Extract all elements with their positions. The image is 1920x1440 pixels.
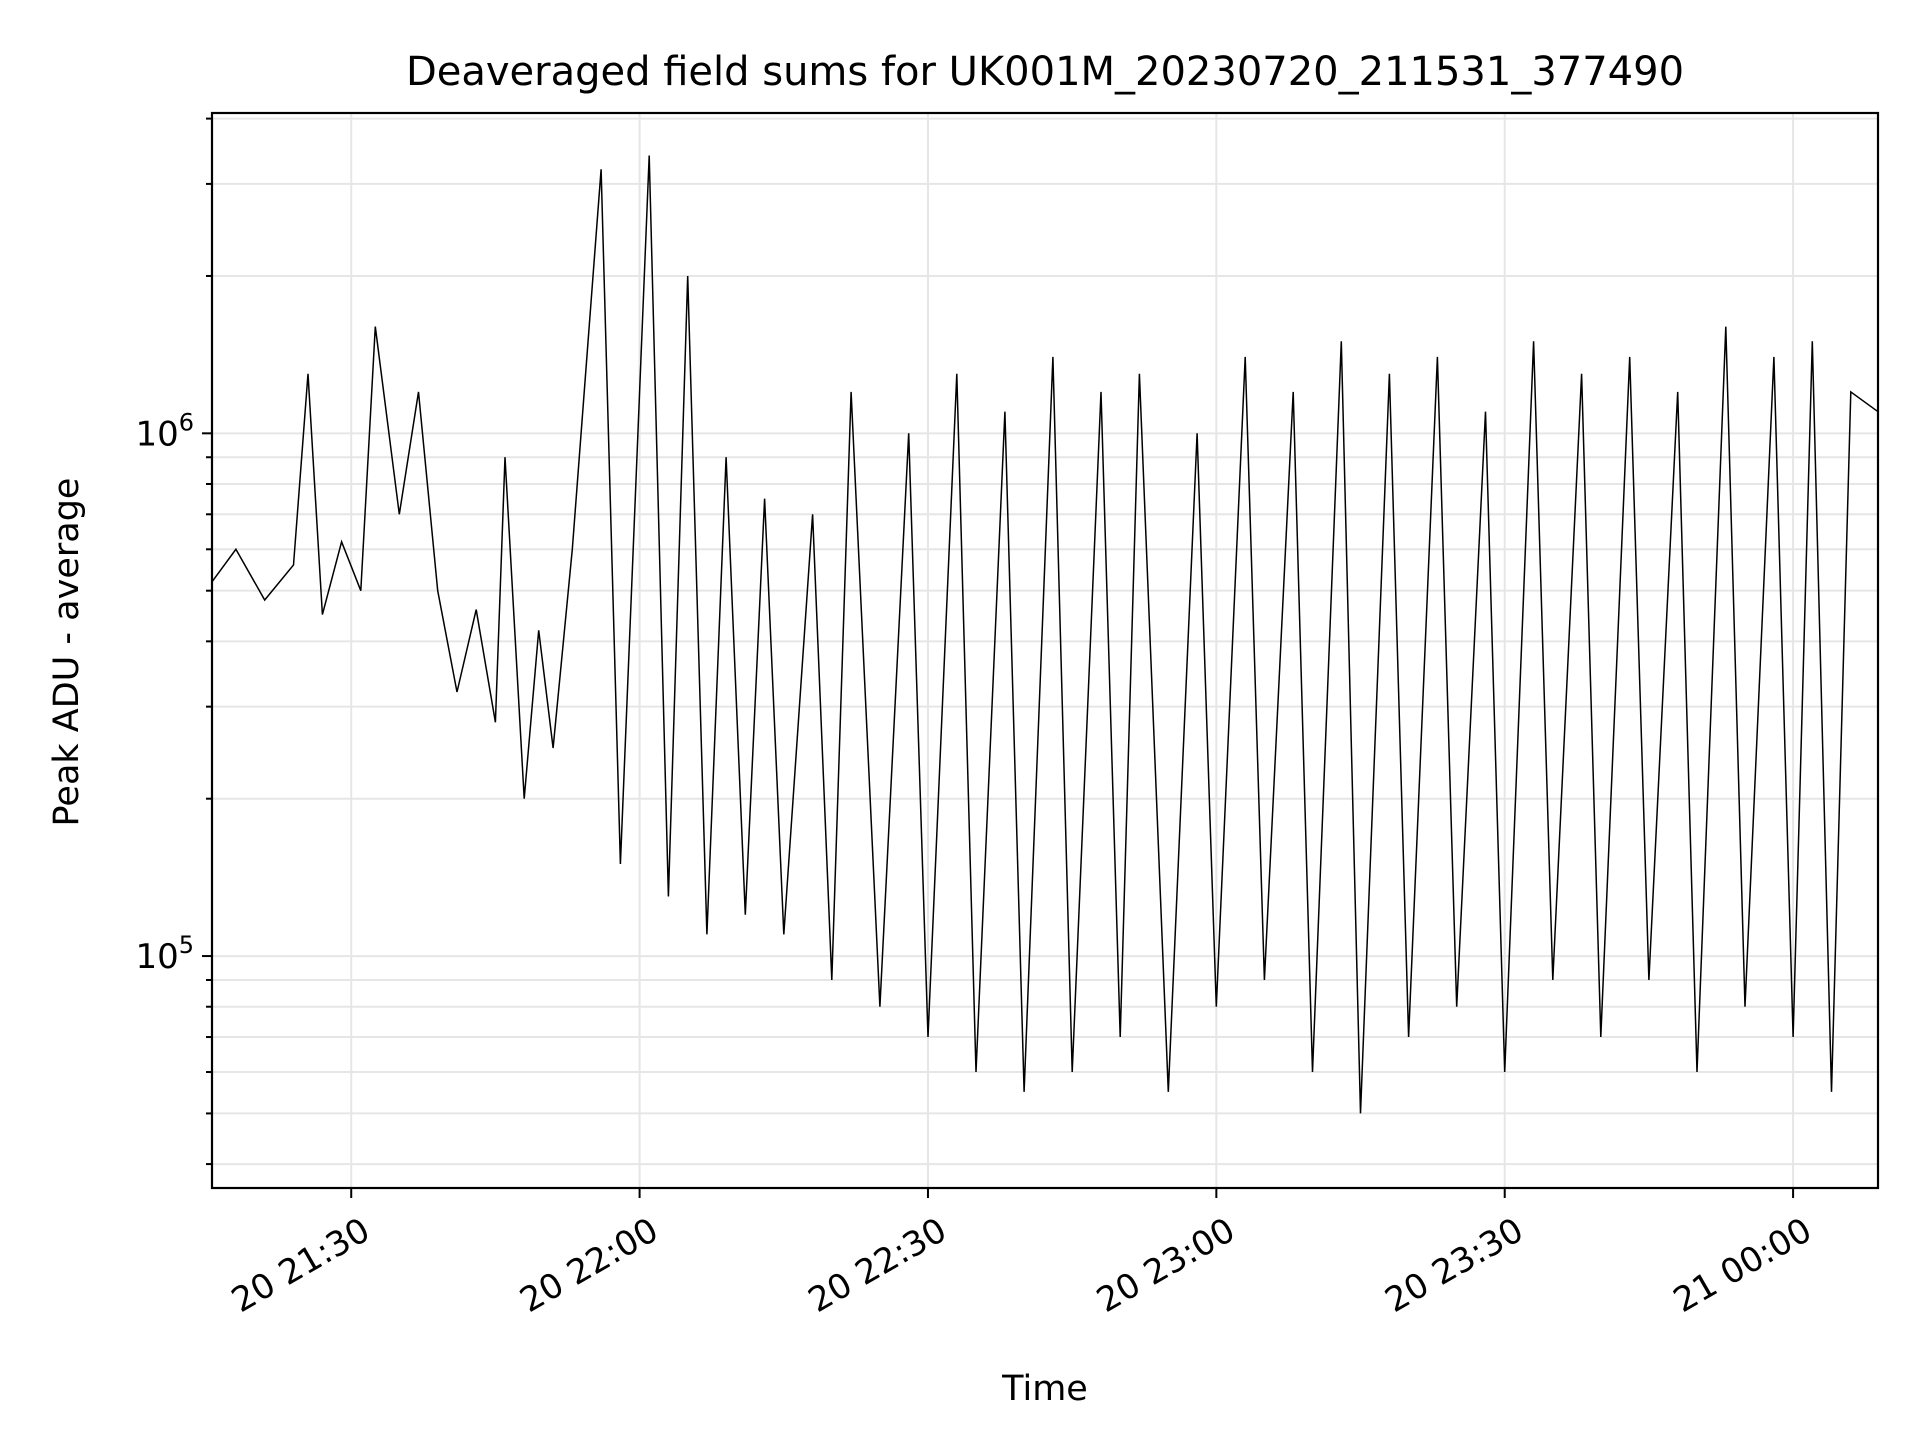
y-axis-ticks: 105 106 <box>135 117 212 1166</box>
chart-title: Deaveraged field sums for UK001M_2023072… <box>406 49 1684 95</box>
y-axis-label: Peak ADU - average <box>47 478 87 827</box>
data-series <box>211 155 1879 1114</box>
y-tick-label: 105 <box>135 931 194 977</box>
plot-area-frame <box>210 111 1880 1190</box>
x-axis-label: Time <box>1001 1369 1088 1409</box>
series-line <box>211 155 1879 1114</box>
grid-lines <box>212 113 1878 1188</box>
y-tick-label: 106 <box>135 408 194 454</box>
